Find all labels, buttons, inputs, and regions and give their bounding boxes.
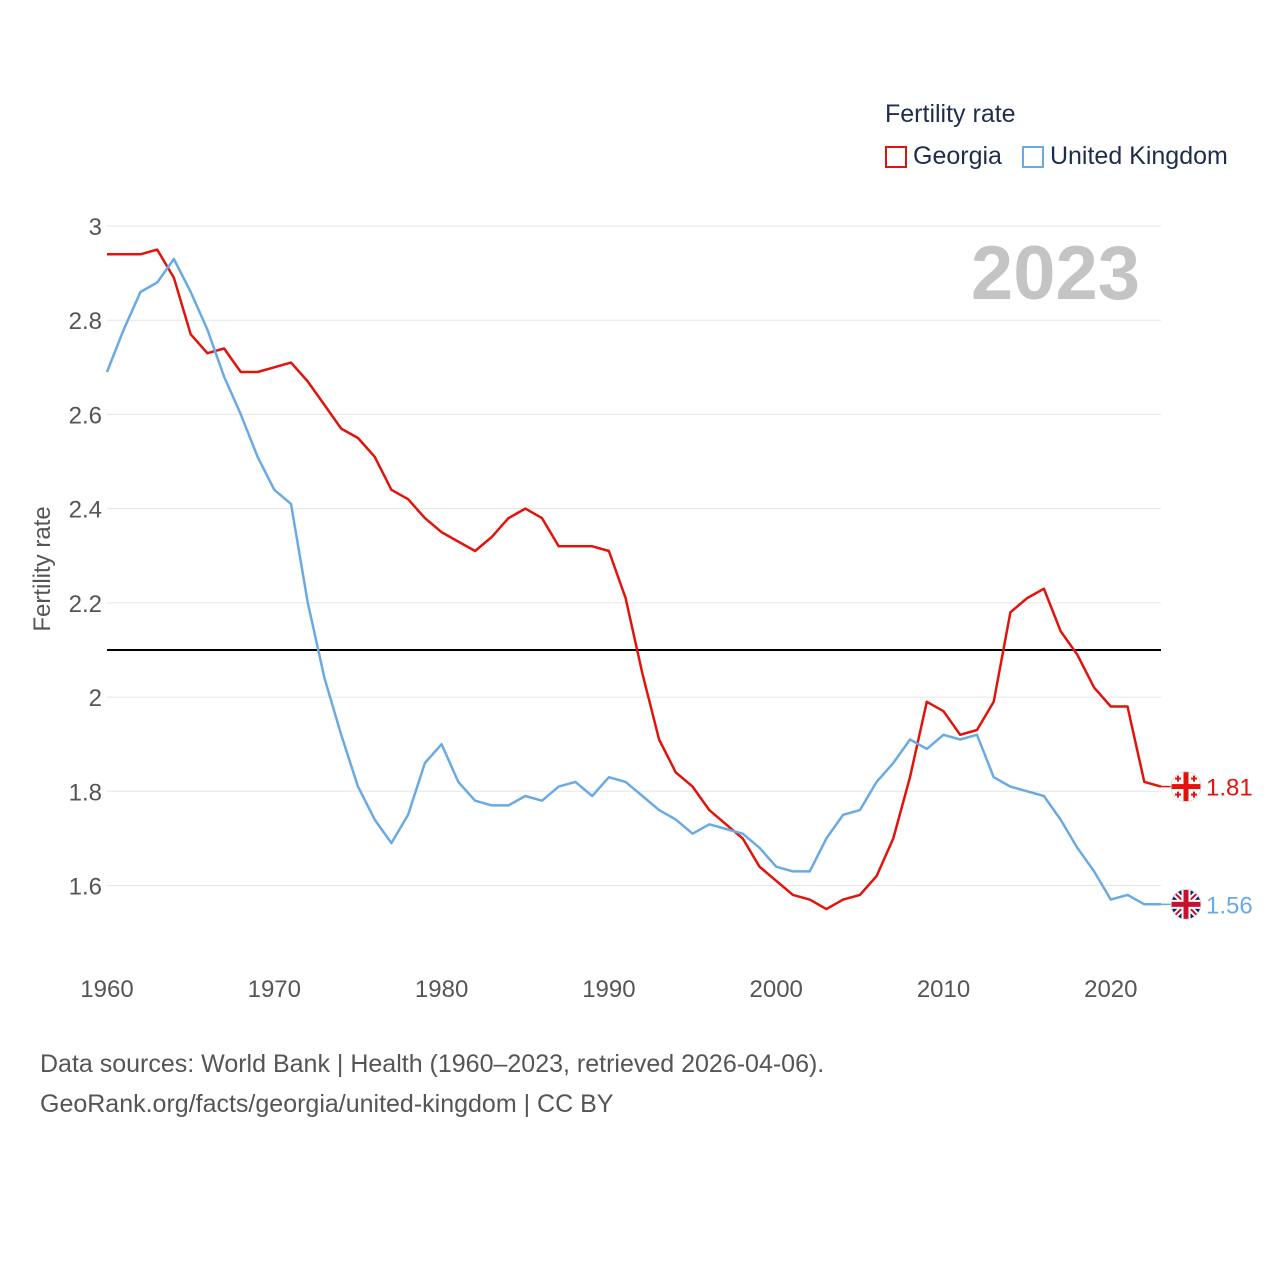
- uk-flag-icon: [1170, 888, 1202, 920]
- legend-item-georgia[interactable]: Georgia: [885, 142, 1002, 171]
- legend-title: Fertility rate: [885, 100, 1016, 128]
- y-tick-label: 1.6: [69, 874, 102, 901]
- legend-swatch-united-kingdom: [1021, 145, 1044, 168]
- georgia-flag-icon: [1170, 771, 1202, 803]
- legend-item-united-kingdom[interactable]: United Kingdom: [1021, 142, 1228, 171]
- series-line-united-kingdom: [105, 257, 1161, 906]
- y-tick-label: 2.8: [69, 308, 102, 335]
- x-tick-label: 1970: [248, 976, 301, 1003]
- x-tick-label: 1980: [415, 976, 468, 1003]
- x-tick-label: 1960: [80, 976, 133, 1003]
- legend: Georgia United Kingdom: [885, 142, 1248, 171]
- source-note: Data sources: World Bank | Health (1960–…: [40, 1044, 824, 1124]
- legend-label-georgia: Georgia: [913, 142, 1002, 170]
- x-tick-label: 2010: [917, 976, 970, 1003]
- legend-label-united-kingdom: United Kingdom: [1049, 142, 1228, 170]
- x-tick-label: 2000: [750, 976, 803, 1003]
- x-tick-label: 1990: [582, 976, 635, 1003]
- x-tick-label: 2020: [1084, 976, 1137, 1003]
- y-tick-label: 1.8: [69, 779, 102, 806]
- y-tick-label: 2.6: [69, 402, 102, 429]
- year-label: 2023: [970, 231, 1140, 316]
- legend-swatch-georgia: [885, 145, 907, 168]
- y-tick-label: 2.2: [69, 591, 102, 618]
- source-line-1: Data sources: World Bank | Health (1960–…: [40, 1050, 825, 1078]
- y-tick-label: 2: [89, 685, 102, 712]
- y-tick-label: 3: [89, 214, 102, 241]
- end-value-label: 1.56: [1206, 892, 1253, 919]
- y-tick-label: 2.4: [69, 497, 102, 524]
- series-line-georgia: [107, 248, 1162, 911]
- end-value-label: 1.81: [1206, 775, 1253, 802]
- y-axis-label: Fertility rate: [29, 506, 56, 631]
- source-line-2[interactable]: GeoRank.org/facts/georgia/united-kingdom…: [40, 1090, 614, 1118]
